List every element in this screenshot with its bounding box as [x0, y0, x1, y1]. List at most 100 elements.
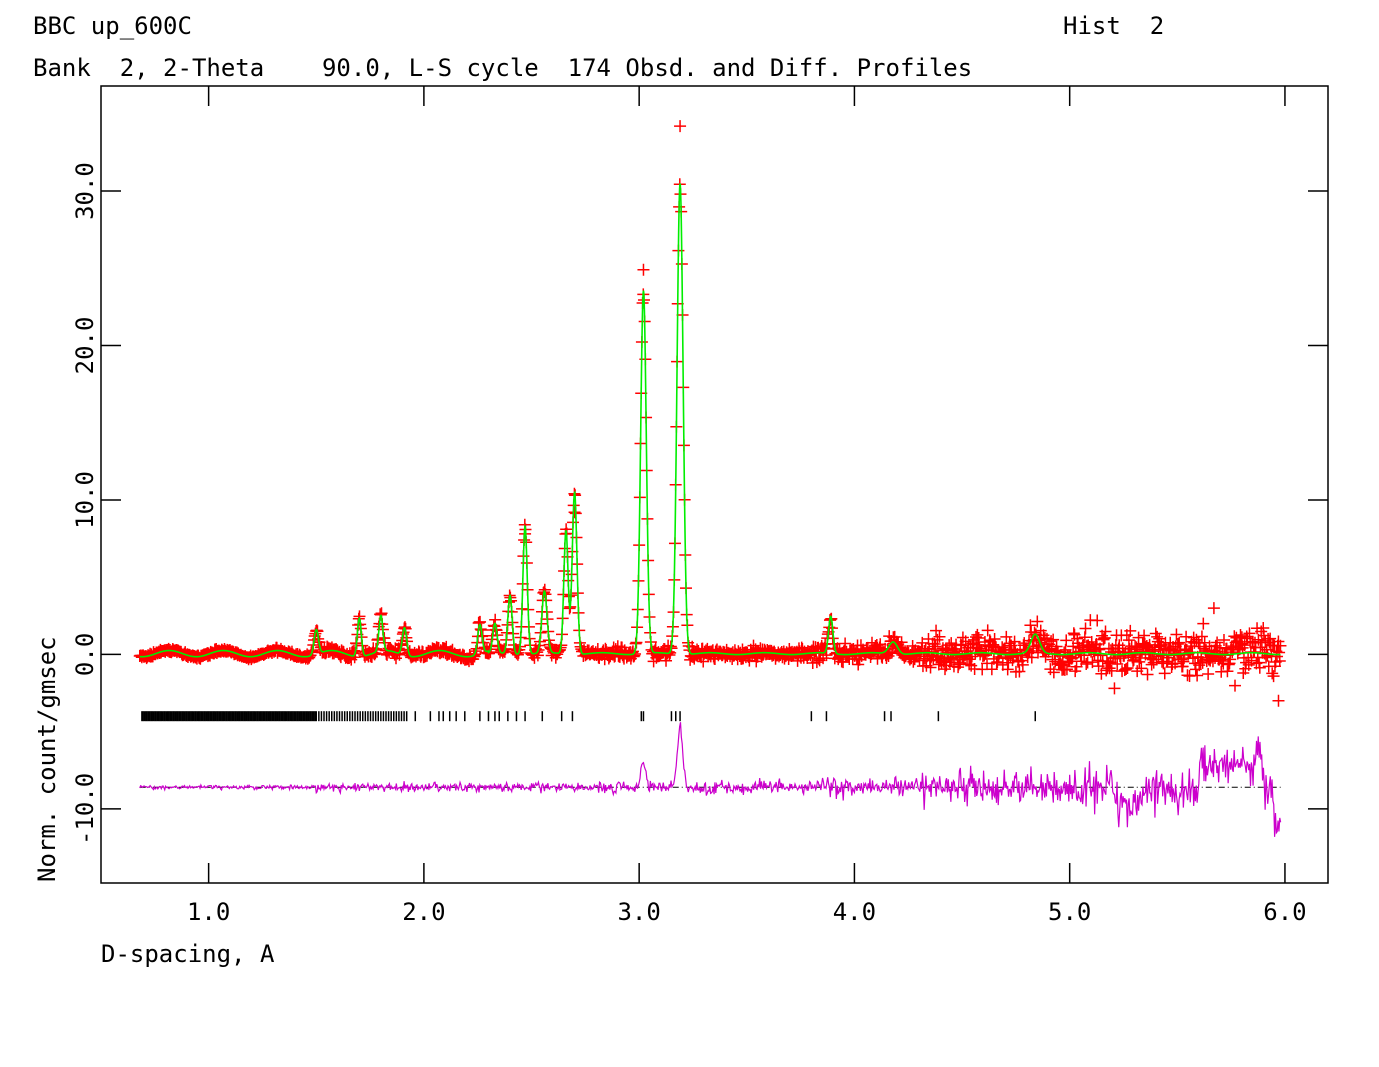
observed-point: [1195, 630, 1208, 643]
observed-point: [1267, 670, 1280, 683]
observed-point: [930, 624, 943, 637]
observed-point: [1060, 634, 1073, 647]
observed-point: [1003, 637, 1016, 650]
observed-point: [959, 635, 972, 648]
observed-point: [1000, 630, 1013, 643]
observed-point: [1253, 661, 1266, 674]
observed-point: [895, 636, 908, 649]
observed-point: [1079, 622, 1092, 635]
observed-point: [1149, 627, 1162, 640]
observed-point: [1086, 656, 1099, 669]
chart-subtitle: Bank 2, 2-Theta 90.0, L-S cycle 174 Obsd…: [33, 54, 972, 82]
observed-point: [883, 647, 896, 660]
observed-point: [1228, 630, 1241, 643]
observed-point: [852, 658, 865, 671]
observed-point: [568, 506, 581, 519]
axis-ticks: [101, 86, 1328, 883]
observed-point: [1038, 632, 1051, 645]
observed-point: [1217, 633, 1230, 646]
observed-point: [1149, 641, 1162, 654]
observed-point: [924, 661, 937, 674]
observed-point: [1070, 660, 1083, 673]
observed-point: [1274, 639, 1287, 652]
observed-point: [1236, 641, 1249, 654]
observed-point: [1013, 665, 1026, 678]
observed-point: [1047, 666, 1060, 679]
observed-point: [1118, 663, 1131, 676]
observed-point: [1099, 625, 1112, 638]
observed-point: [963, 653, 976, 666]
observed-point: [1235, 631, 1248, 644]
chart-title: BBC up_600C: [33, 12, 192, 40]
x-tick-label: 4.0: [833, 898, 876, 926]
observed-point: [1190, 633, 1203, 646]
observed-point: [1229, 679, 1242, 692]
observed-point: [1166, 658, 1179, 671]
observed-point: [1121, 662, 1134, 675]
observed-point: [1143, 638, 1156, 651]
observed-point: [637, 263, 650, 276]
x-tick-label: 6.0: [1263, 898, 1306, 926]
observed-point: [987, 638, 1000, 651]
observed-point: [1091, 614, 1104, 627]
observed-point: [1008, 635, 1021, 648]
observed-point: [991, 656, 1004, 669]
observed-point: [837, 656, 850, 669]
histogram-label: Hist 2: [1063, 12, 1164, 40]
observed-point: [1207, 602, 1220, 615]
observed-point: [972, 631, 985, 644]
y-tick-labels: -10.0 0.0 10.0 20.0 30.0: [71, 162, 99, 845]
y-axis-label: Norm. count/gmsec: [33, 636, 61, 882]
observed-point: [996, 641, 1009, 654]
observed-point: [1240, 656, 1253, 669]
x-tick-label: 3.0: [617, 898, 660, 926]
observed-point: [933, 630, 946, 643]
plot-frame: [100, 85, 1329, 884]
y-tick-label: 10.0: [71, 471, 99, 529]
plot-area: [133, 120, 1287, 837]
observed-point: [931, 633, 944, 646]
observed-point: [945, 653, 958, 666]
observed-point: [981, 624, 994, 637]
observed-point: [1202, 668, 1215, 681]
observed-point: [1272, 694, 1285, 707]
observed-point: [1140, 640, 1153, 653]
observed-point: [1124, 624, 1137, 637]
observed-point: [916, 636, 929, 649]
observed-point: [1108, 682, 1121, 695]
y-tick-label: -10.0: [71, 773, 99, 845]
x-tick-label: 1.0: [187, 898, 230, 926]
observed-point: [978, 649, 991, 662]
observed-point: [888, 630, 901, 643]
observed-point: [1145, 658, 1158, 671]
y-tick-label: 0.0: [71, 633, 99, 676]
observed-point: [1180, 630, 1193, 643]
observed-point: [1080, 658, 1093, 671]
observed-point: [1147, 656, 1160, 669]
observed-point: [1031, 615, 1044, 628]
observed-point: [1141, 668, 1154, 681]
observed-point: [1173, 636, 1186, 649]
observed-point: [1170, 628, 1183, 641]
observed-point: [1273, 655, 1286, 668]
x-tick-label: 2.0: [402, 898, 445, 926]
observed-point: [1120, 662, 1133, 675]
observed-point: [1132, 631, 1145, 644]
difference-line: [139, 722, 1282, 837]
observed-point: [1025, 651, 1038, 664]
observed-point: [985, 663, 998, 676]
observed-point: [1245, 654, 1258, 667]
observed-point: [1060, 663, 1073, 676]
observed-point: [1266, 667, 1279, 680]
observed-point: [839, 637, 852, 650]
observed-point: [820, 649, 833, 662]
observed-point: [1047, 633, 1060, 646]
observed-point: [1016, 658, 1029, 671]
reflection-ticks: [141, 711, 1036, 722]
observed-point: [1169, 657, 1182, 670]
observed-point: [1191, 669, 1204, 682]
observed-point: [1158, 667, 1171, 680]
observed-point: [1254, 641, 1267, 654]
y-tick-label: 30.0: [71, 162, 99, 220]
